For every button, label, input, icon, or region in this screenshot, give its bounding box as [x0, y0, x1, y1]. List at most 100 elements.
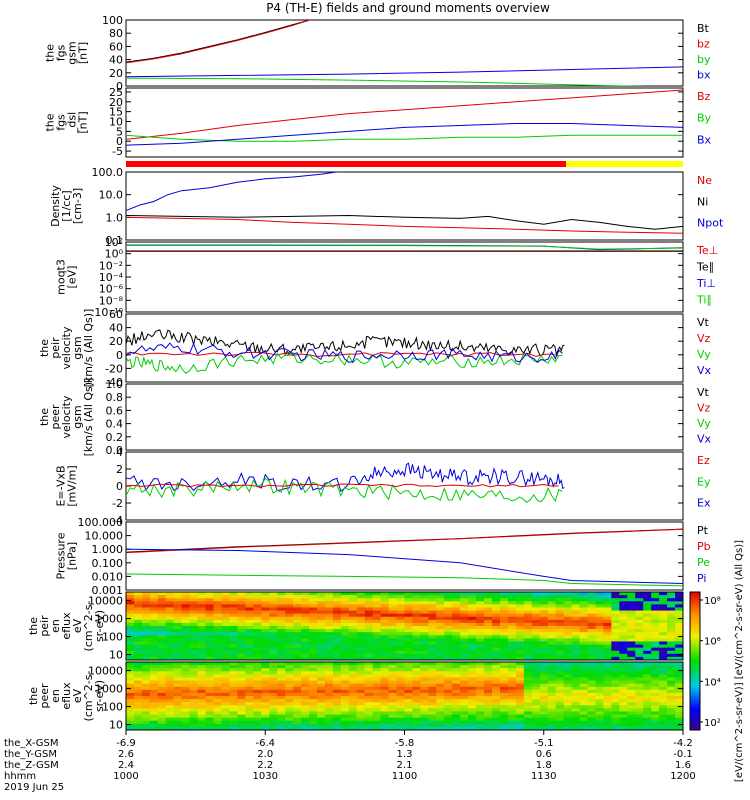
- spectrogram-cell: [269, 613, 278, 618]
- spectrogram-cell: [141, 641, 151, 646]
- spectrogram-cell: [476, 647, 485, 652]
- spectrogram-cell: [301, 677, 310, 682]
- spectrogram-cell: [149, 601, 159, 605]
- y-tick-label: 10: [109, 649, 123, 662]
- spectrogram-cell: [356, 689, 366, 694]
- spectrogram-cell: [396, 622, 406, 627]
- spectrogram-cell: [181, 696, 191, 700]
- spectrogram-cell: [667, 647, 676, 652]
- legend-label: Vy: [697, 348, 711, 361]
- spectrogram-cell: [245, 696, 254, 700]
- spectrogram-cell: [316, 638, 326, 643]
- y-axis-label-line: [km/s (All Qs)]: [82, 309, 95, 388]
- spectrogram-cell: [675, 638, 683, 643]
- spectrogram-cell: [141, 726, 151, 730]
- spectrogram-cell: [436, 699, 445, 703]
- spectrogram-cell: [197, 726, 207, 730]
- spectrogram-cell: [301, 607, 310, 612]
- spectrogram-cell: [364, 668, 374, 672]
- spectrogram-cell: [667, 720, 676, 725]
- spectrogram-cell: [316, 632, 326, 636]
- spectrogram-cell: [221, 598, 231, 602]
- spectrogram-cell: [141, 717, 151, 722]
- spectrogram-cell: [667, 705, 676, 709]
- spectrogram-cell: [285, 613, 294, 618]
- spectrogram-cell: [404, 595, 414, 599]
- spectrogram-cell: [484, 686, 493, 691]
- spectrogram-cell: [452, 595, 461, 599]
- spectrogram-cell: [468, 717, 477, 722]
- spectrogram-cell: [396, 668, 406, 672]
- spectrogram-cell: [285, 662, 294, 666]
- spectrogram-cell: [380, 598, 390, 602]
- spectrogram-cell: [372, 665, 382, 669]
- spectrogram-cell: [149, 677, 159, 682]
- spectrogram-cell: [396, 650, 406, 655]
- spectrogram-cell: [253, 671, 262, 675]
- spectrogram-cell: [372, 626, 382, 630]
- spectrogram-cell: [213, 604, 223, 609]
- spectrogram-cell: [444, 647, 453, 652]
- spectrogram-cell: [571, 723, 581, 728]
- spectrogram-cell: [388, 717, 398, 722]
- spectrogram-cell: [659, 595, 668, 599]
- spectrogram-cell: [213, 720, 223, 725]
- spectrogram-cell: [484, 598, 493, 602]
- spectrogram-cell: [611, 692, 620, 697]
- legend-label: Pi: [697, 572, 706, 585]
- spectrogram-cell: [197, 708, 207, 713]
- spectrogram-cell: [157, 705, 167, 709]
- spectrogram-cell: [436, 689, 445, 694]
- spectrogram-cell: [539, 717, 549, 722]
- spectrogram-cell: [126, 674, 135, 679]
- spectrogram-cell: [563, 619, 573, 624]
- spectrogram-cell: [380, 626, 390, 630]
- spectrogram-cell: [245, 674, 254, 679]
- spectrogram-cell: [173, 720, 183, 725]
- spectrogram-cell: [396, 680, 406, 685]
- spectrogram-cell: [157, 668, 167, 672]
- y-tick-label: 100.000: [78, 516, 124, 529]
- spectrogram-cell: [356, 598, 366, 602]
- spectrogram-cell: [428, 665, 437, 669]
- spectrogram-cell: [213, 647, 223, 652]
- spectrogram-cell: [173, 686, 183, 691]
- spectrogram-cell: [420, 696, 429, 700]
- spectrogram-cell: [213, 689, 223, 694]
- spectrogram-cell: [571, 635, 581, 639]
- spectrogram-cell: [229, 671, 238, 675]
- spectrogram-cell: [667, 632, 676, 636]
- spectrogram-cell: [157, 711, 167, 716]
- spectrogram-cell: [396, 610, 406, 615]
- spectrogram-cell: [133, 692, 143, 697]
- spectrogram-cell: [523, 601, 533, 605]
- spectrogram-cell: [595, 644, 605, 649]
- spectrogram-cell: [388, 720, 398, 725]
- spectrogram-cell: [173, 708, 183, 713]
- spectrogram-cell: [213, 696, 223, 700]
- spectrogram-cell: [460, 598, 469, 602]
- spectrogram-cell: [332, 677, 342, 682]
- spectrogram-cell: [420, 665, 429, 669]
- spectrogram-cell: [157, 610, 167, 615]
- spectrogram-cell: [277, 662, 286, 666]
- spectrogram-cell: [571, 714, 581, 719]
- spectrogram-cell: [563, 723, 573, 728]
- spectrogram-cell: [499, 626, 509, 630]
- spectrogram-cell: [245, 622, 254, 627]
- spectrogram-cell: [261, 720, 270, 725]
- x-tick-value: 1.6: [675, 760, 691, 771]
- spectrogram-cell: [165, 723, 175, 728]
- panel-frame: [125, 87, 684, 158]
- spectrogram-cell: [643, 601, 652, 605]
- spectrogram-cell: [539, 692, 549, 697]
- spectrogram-cell: [126, 665, 135, 669]
- spectrogram-cell: [619, 674, 628, 679]
- spectrogram-cell: [667, 656, 676, 660]
- spectrogram-cell: [468, 595, 477, 599]
- spectrogram-cell: [396, 720, 406, 725]
- spectrogram-cell: [285, 683, 294, 688]
- spectrogram-cell: [316, 629, 326, 633]
- y-tick-label: -5: [112, 145, 123, 158]
- spectrogram-cell: [627, 708, 636, 713]
